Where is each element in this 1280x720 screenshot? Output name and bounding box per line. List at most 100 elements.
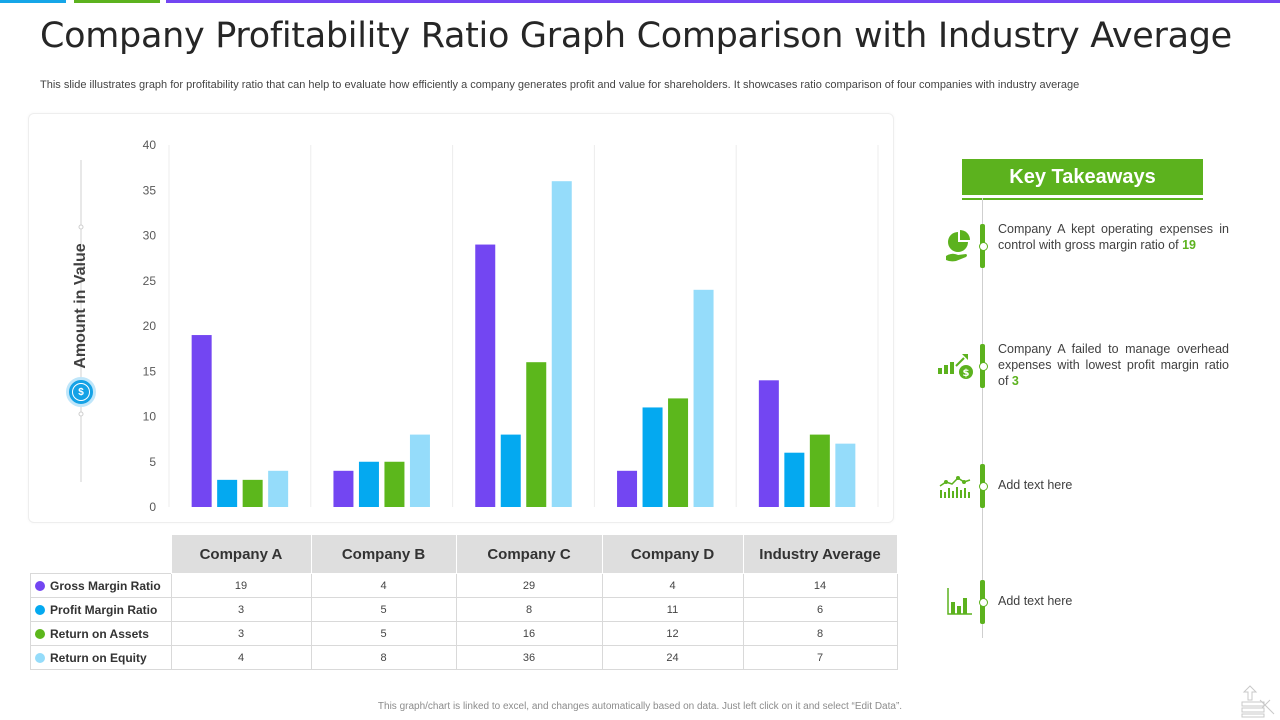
takeaway-highlight-value: 19: [1182, 238, 1197, 252]
table-cell: 36: [455, 645, 603, 670]
y-axis-decor-dot: [78, 411, 84, 417]
bar: [617, 470, 638, 507]
table-cell: 29: [455, 573, 603, 598]
table-row: Profit Margin Ratio 3 5 8 11 6: [30, 597, 898, 622]
key-takeaways-title: Key Takeaways: [1009, 165, 1156, 188]
top-accent-green: [74, 0, 160, 3]
table-cell: 24: [601, 645, 744, 670]
bar: [409, 434, 430, 507]
takeaway-text-main: Add text here: [998, 478, 1073, 492]
bar: [809, 434, 830, 507]
legend-label: Return on Equity: [50, 650, 147, 665]
bar: [217, 479, 238, 507]
y-tick-label: 30: [143, 229, 157, 243]
takeaway-text: Add text here: [998, 477, 1229, 493]
table-body: Gross Margin Ratio 19 4 29 4 14 Profit Margin …: [30, 573, 898, 670]
y-tick-label: 5: [149, 455, 156, 469]
bar: [551, 181, 572, 507]
chart-card[interactable]: [28, 113, 894, 523]
table-cell: 14: [742, 573, 898, 598]
y-tick-label: 25: [143, 274, 157, 288]
bar: [668, 398, 689, 507]
takeaway-text-main: Company A kept operating expenses in con…: [998, 222, 1229, 252]
table-cell: 5: [310, 621, 457, 646]
takeaway-text: Add text here: [998, 593, 1229, 609]
takeaway-text-main: Add text here: [998, 594, 1073, 608]
bar-chart[interactable]: 0 5 10 15 20 25 30 35 40: [0, 0, 900, 530]
table-row: Return on Equity 4 8 36 24 7: [30, 645, 898, 670]
table-row-label: Return on Equity: [30, 645, 172, 670]
legend-dot-icon: [35, 580, 45, 591]
table-header-row: Company A Company B Company C Company D Indu…: [30, 534, 898, 574]
legend-label: Profit Margin Ratio: [50, 602, 158, 617]
top-accent-blue: [0, 0, 66, 3]
dollar-badge-icon: $: [66, 377, 96, 407]
table-header-cell: Company B: [310, 534, 457, 574]
bar: [268, 470, 289, 507]
svg-text:$: $: [963, 368, 970, 379]
takeaway-marker-dot: [979, 598, 988, 607]
table-cell: 12: [601, 621, 744, 646]
y-tick-label: 20: [143, 319, 157, 333]
bar: [693, 289, 714, 507]
takeaway-marker-dot: [979, 482, 988, 491]
bar: [784, 452, 805, 507]
table-cell: 3: [170, 621, 312, 646]
table-header-cell: Company D: [601, 534, 744, 574]
table-header-cell: Company C: [455, 534, 603, 574]
y-tick-label: 15: [143, 364, 157, 378]
table-corner: [30, 534, 171, 574]
bar: [642, 407, 663, 507]
edit-data-icon: [1241, 685, 1275, 718]
table-row: Gross Margin Ratio 19 4 29 4 14: [30, 573, 898, 598]
legend-dot-icon: [35, 652, 45, 663]
y-tick-label: 10: [143, 410, 157, 424]
table-cell: 11: [601, 597, 744, 622]
table-cell: 19: [170, 573, 312, 598]
takeaway-marker-dot: [979, 242, 988, 251]
legend-label: Return on Assets: [50, 626, 149, 641]
table-cell: 8: [742, 621, 898, 646]
bar: [384, 461, 405, 507]
table-row-label: Return on Assets: [30, 621, 172, 646]
table-cell: 4: [601, 573, 744, 598]
table-cell: 4: [310, 573, 457, 598]
data-table: Company A Company B Company C Company D Indu…: [30, 534, 898, 670]
page-subtitle: This slide illustrates graph for profita…: [40, 79, 1080, 91]
y-tick-label: 35: [143, 183, 157, 197]
table-cell: 5: [310, 597, 457, 622]
y-tick-label: 40: [143, 138, 157, 152]
table-cell: 6: [742, 597, 898, 622]
key-takeaways-header: Key Takeaways: [962, 159, 1203, 198]
table-row-label: Profit Margin Ratio: [30, 597, 172, 622]
y-tick-label: 0: [149, 500, 156, 514]
y-axis-label: Amount in Value: [72, 243, 89, 369]
takeaway-text: Company A failed to manage overhead expe…: [998, 341, 1229, 389]
table-cell: 8: [310, 645, 457, 670]
bar: [191, 335, 212, 507]
bar: [758, 380, 779, 507]
takeaways-timeline: [982, 198, 983, 638]
line-chart-icon: [936, 468, 974, 504]
bar: [475, 244, 496, 508]
legend-dot-icon: [35, 628, 45, 639]
table-cell: 8: [455, 597, 603, 622]
growth-dollar-icon: $: [936, 348, 974, 384]
table-cell: 7: [742, 645, 898, 670]
legend-label: Gross Margin Ratio: [50, 578, 161, 593]
table-row: Return on Assets 3 5 16 12 8: [30, 621, 898, 646]
table-header-cell: Industry Average: [742, 534, 898, 574]
bar: [500, 434, 521, 507]
bar: [835, 443, 856, 507]
footnote: This graph/chart is linked to excel, and…: [377, 701, 903, 712]
bar: [526, 362, 547, 507]
takeaway-text: Company A kept operating expenses in con…: [998, 221, 1229, 253]
takeaway-marker-dot: [979, 362, 988, 371]
bar: [242, 479, 263, 507]
table-row-label: Gross Margin Ratio: [30, 573, 172, 598]
y-axis-decor-dot: [78, 224, 84, 230]
bar: [358, 461, 379, 507]
table-cell: 3: [170, 597, 312, 622]
top-accent-purple: [166, 0, 1280, 3]
bar-chart-icon: [936, 584, 974, 620]
